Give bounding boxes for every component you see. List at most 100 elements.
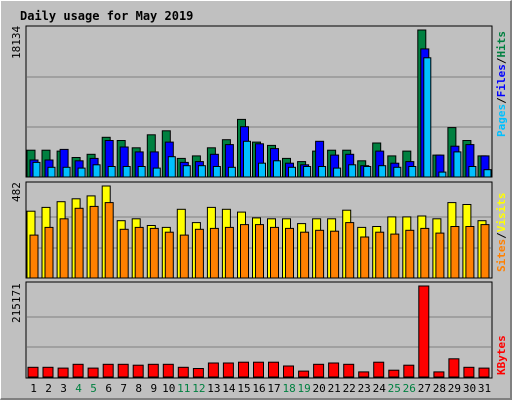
bar-sites-16: [255, 224, 264, 279]
bar-sites-26: [405, 229, 415, 279]
bar-kbytes-27: [418, 285, 430, 378]
y-max-hits: 18134: [10, 26, 23, 59]
bar-kbytes-22: [343, 363, 355, 378]
legend-sep-3: /: [495, 232, 508, 239]
x-tick-label-11: 11: [177, 382, 190, 395]
bar-pages-8: [137, 166, 146, 178]
bar-kbytes-7: [117, 363, 129, 378]
bar-kbytes-17: [268, 361, 279, 378]
x-tick-label-5: 5: [90, 382, 97, 395]
x-tick-label-17: 17: [267, 382, 280, 395]
bar-pages-31: [483, 169, 492, 178]
bar-kbytes-11: [177, 366, 189, 378]
x-tick-label-30: 30: [463, 382, 476, 395]
bar-kbytes-9: [147, 363, 159, 378]
x-tick-label-24: 24: [373, 382, 387, 395]
legend-files: Files: [495, 64, 508, 97]
bar-kbytes-5: [87, 367, 99, 378]
legend-visits: Sites/Visits: [495, 193, 508, 273]
x-tick-label-12: 12: [192, 382, 205, 395]
bar-kbytes-10: [162, 363, 174, 378]
bar-kbytes-15: [238, 361, 249, 378]
legend-kbytes: KBytes: [495, 335, 508, 375]
x-tick-label-15: 15: [237, 382, 250, 395]
x-tick-label-2: 2: [45, 382, 52, 395]
y-max-kbytes: 215171: [10, 283, 23, 323]
bar-pages-11: [182, 165, 191, 178]
bar-pages-17: [273, 160, 281, 178]
x-tick-label-31: 31: [478, 382, 491, 395]
bar-pages-24: [378, 165, 387, 178]
x-tick-label-14: 14: [222, 382, 236, 395]
bar-pages-20: [318, 166, 327, 178]
bar-kbytes-26: [403, 364, 415, 378]
x-tick-label-4: 4: [75, 382, 82, 395]
bar-sites-4: [74, 207, 84, 279]
bar-sites-22: [345, 222, 355, 279]
bar-kbytes-12: [192, 368, 204, 378]
x-tick-label-27: 27: [418, 382, 431, 395]
x-tick-label-8: 8: [135, 382, 142, 395]
bar-sites-2: [44, 226, 54, 279]
bar-kbytes-31: [478, 367, 490, 378]
bar-kbytes-23: [358, 371, 370, 378]
bar-kbytes-24: [373, 361, 385, 378]
x-tick-label-1: 1: [30, 382, 37, 395]
bar-pages-30: [468, 166, 477, 178]
bar-kbytes-4: [72, 363, 84, 378]
bar-pages-13: [212, 166, 221, 178]
bar-sites-24: [375, 231, 385, 279]
bar-kbytes-21: [328, 362, 340, 378]
bar-kbytes-13: [207, 362, 219, 378]
bar-sites-7: [119, 228, 129, 279]
bar-sites-23: [360, 236, 370, 279]
bar-sites-30: [465, 226, 475, 279]
legend-sep-1: /: [495, 97, 508, 104]
bar-kbytes-30: [463, 366, 475, 378]
bar-kbytes-18: [283, 365, 294, 378]
bar-kbytes-2: [42, 366, 54, 378]
bar-sites-11: [179, 234, 189, 279]
legend-pages: Pages: [495, 104, 508, 137]
bar-sites-21: [330, 230, 340, 279]
legend-sites: Sites: [495, 239, 508, 272]
bar-pages-4: [77, 167, 86, 178]
bar-pages-29: [453, 151, 462, 178]
legend-sep-2: /: [495, 57, 508, 64]
bar-kbytes-28: [433, 371, 445, 378]
bar-kbytes-8: [132, 364, 144, 378]
x-tick-label-25: 25: [388, 382, 401, 395]
bar-kbytes-14: [222, 362, 234, 378]
bar-pages-26: [408, 166, 417, 178]
bar-sites-5: [89, 205, 99, 279]
x-tick-label-13: 13: [207, 382, 220, 395]
bar-sites-13: [209, 227, 219, 279]
bar-sites-9: [149, 227, 159, 279]
bar-sites-1: [29, 234, 39, 279]
bar-sites-8: [134, 226, 144, 279]
x-tick-label-10: 10: [162, 382, 175, 395]
bar-pages-18: [288, 166, 296, 178]
bar-pages-5: [92, 164, 101, 178]
bar-sites-17: [270, 226, 279, 279]
bar-pages-22: [348, 164, 357, 178]
legend-visits-label: Visits: [495, 193, 508, 233]
x-tick-label-9: 9: [150, 382, 157, 395]
legend-kbytes-label: KBytes: [495, 335, 508, 375]
bar-kbytes-6: [102, 363, 114, 378]
x-tick-label-18: 18: [282, 382, 295, 395]
bar-pages-7: [122, 166, 131, 178]
bar-pages-21: [333, 167, 342, 178]
chart-title: Daily usage for May 2019: [20, 9, 193, 23]
bar-sites-20: [315, 229, 325, 279]
bar-sites-6: [104, 202, 114, 279]
bar-sites-27: [420, 227, 430, 279]
x-tick-label-16: 16: [252, 382, 265, 395]
x-tick-label-23: 23: [358, 382, 371, 395]
bar-pages-3: [62, 166, 71, 178]
x-tick-label-29: 29: [448, 382, 461, 395]
bar-sites-25: [390, 233, 400, 279]
bar-sites-31: [480, 224, 490, 279]
bar-sites-3: [59, 218, 69, 279]
